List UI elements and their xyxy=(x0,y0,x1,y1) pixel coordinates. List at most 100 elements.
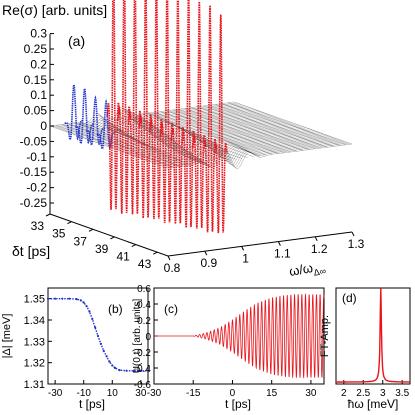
red-curve xyxy=(202,5,218,233)
red-curve xyxy=(106,0,121,210)
delta-t-tick xyxy=(153,251,158,255)
mesh-line xyxy=(49,125,169,169)
panel-b-y-tick-label: 1.32 xyxy=(24,358,45,370)
panel-d: (d) 2 2.5 3 3.5 ħω [meV] FT-Amp. xyxy=(319,287,411,411)
panel-c-y-tick-label: 0 xyxy=(145,332,151,343)
panel-b-line xyxy=(48,298,148,372)
panel-d-x-tick-label: 2 xyxy=(341,388,347,399)
mesh-line xyxy=(197,106,316,149)
omega-tick xyxy=(351,231,355,237)
panel-b-x-ticks: -30 -10 10 30 xyxy=(48,380,147,399)
delta-t-tick-labels: 33 35 37 39 41 43 xyxy=(31,213,158,271)
panel-a-label: (a) xyxy=(68,33,85,49)
mesh-line xyxy=(203,105,322,149)
panel-c-series xyxy=(154,293,325,379)
delta-t-tick-label: 39 xyxy=(95,242,109,256)
z-tick-label: 0 xyxy=(40,119,47,133)
panel-b-label: (b) xyxy=(108,302,123,316)
mesh-line xyxy=(215,104,334,147)
panel-d-x-tick-label: 3 xyxy=(380,388,386,399)
z-tick-label: -0.2 xyxy=(26,181,47,195)
panel-d-frame xyxy=(335,287,411,385)
z-tick-label: 0.1 xyxy=(30,88,47,102)
red-curve xyxy=(138,0,153,219)
red-curve xyxy=(127,0,143,215)
red-curve xyxy=(170,0,186,224)
panel-d-x-label: ħω [meV] xyxy=(348,397,399,411)
z-tick-label: -0.15 xyxy=(20,165,48,179)
panel-b-x-tick-label: 30 xyxy=(135,388,147,399)
z-tick-label: -0.25 xyxy=(20,196,48,210)
delta-t-tick xyxy=(45,213,51,217)
z-tick-label: 0.15 xyxy=(24,73,48,87)
panel-c-x-tick-label: 15 xyxy=(266,388,278,399)
delta-t-tick-label: 41 xyxy=(116,250,130,264)
omega-tick xyxy=(167,255,171,261)
blue-curve xyxy=(64,81,84,141)
red-curve xyxy=(181,0,196,228)
panel-c-x-tick-label: -30 xyxy=(147,388,162,399)
z-axis-label: Re(σ) [arb. units] xyxy=(2,2,107,18)
omega-tick-labels: 0.8 0.9 1 1.1 1.2 1.3 xyxy=(164,231,365,275)
mesh-line xyxy=(227,102,346,145)
red-curve xyxy=(149,0,164,220)
panel-d-label: (d) xyxy=(342,291,357,305)
mesh-line xyxy=(68,123,187,166)
panel-c-x-ticks: -30 -15 0 15 30 xyxy=(147,380,317,399)
mesh-line xyxy=(111,117,230,161)
z-tick-label: 0.05 xyxy=(24,104,48,118)
mesh-line xyxy=(172,109,291,153)
red-curve xyxy=(117,0,132,214)
delta-t-tick-label: 37 xyxy=(74,234,88,248)
delta-t-tick xyxy=(131,244,137,247)
mesh-line xyxy=(221,103,340,146)
red-series-curves xyxy=(106,0,228,234)
panel-c-y-tick-label: 0.4 xyxy=(137,300,151,311)
panel-b-y-tick-label: 1.31 xyxy=(24,379,45,391)
panel-c-x-tick-label: 0 xyxy=(230,388,236,399)
panel-c: (c) 0.6 0.4 0.2 0 -0.2 -0.4 -0.6 -30 -15 0 15 30 t… xyxy=(132,284,325,411)
panel-b-y-ticks: 1.35 1.34 1.33 1.32 1.31 xyxy=(24,294,52,391)
delta-t-tick xyxy=(110,236,115,240)
z-tick-label: 0.25 xyxy=(24,42,48,56)
panel-b-y-tick-label: 1.33 xyxy=(24,336,45,348)
omega-tick-label: 1.3 xyxy=(348,237,365,251)
panel-b-x-tick-label: -10 xyxy=(76,388,91,399)
panel-a: Re(σ) [arb. units] (a) 0.30.250.2 0.150.1… xyxy=(2,0,365,282)
delta-t-axis-label: δt [ps] xyxy=(12,243,50,259)
floor-edge-front-left xyxy=(49,213,169,257)
panel-c-y-tick-label: -0.6 xyxy=(134,380,152,391)
panel-b-x-tick-label: 10 xyxy=(107,388,119,399)
panel-c-y-tick-label: -0.2 xyxy=(134,348,152,359)
panel-b-y-label: |Δ| [meV] xyxy=(1,314,13,359)
mesh-line xyxy=(233,101,353,145)
omega-tick-label: 1.1 xyxy=(274,247,291,261)
panel-d-x-tick-label: 3.5 xyxy=(395,388,409,399)
panel-c-x-label: t [ps] xyxy=(225,397,251,411)
panel-c-y-ticks: 0.6 0.4 0.2 0 -0.2 -0.4 -0.6 xyxy=(134,284,158,391)
red-curve xyxy=(213,14,228,234)
panel-b-series xyxy=(46,297,150,372)
panel-c-y-tick-label: 0.2 xyxy=(137,316,151,327)
mesh-line xyxy=(166,110,285,153)
panel-d-line xyxy=(336,288,410,383)
z-tick-label: 0.2 xyxy=(30,57,47,71)
floor-edge-front-right xyxy=(167,231,353,257)
panel-d-series xyxy=(336,288,410,383)
blue-curve xyxy=(85,95,105,147)
panel-c-label: (c) xyxy=(164,302,178,316)
panel-c-line xyxy=(154,293,325,379)
omega-tick-label: 0.8 xyxy=(164,261,181,275)
panel-d-y-label: FT-Amp. xyxy=(319,315,331,357)
z-tick-labels: 0.30.250.2 0.150.1 0.050-0.05 -0.1-0.15 -0.2… xyxy=(20,27,54,210)
omega-tick xyxy=(241,246,245,251)
panel-c-x-tick-label: 30 xyxy=(305,388,317,399)
delta-t-tick-label: 43 xyxy=(138,257,152,271)
omega-axis-label: ω/ωΔ∞ xyxy=(288,258,327,282)
z-tick-label: -0.05 xyxy=(20,134,48,148)
panel-d-x-tick-label: 2.5 xyxy=(356,388,370,399)
panel-c-x-tick-label: -15 xyxy=(186,388,201,399)
z-tick-label: 0.3 xyxy=(30,27,47,41)
z-tick-label: -0.1 xyxy=(26,150,47,164)
